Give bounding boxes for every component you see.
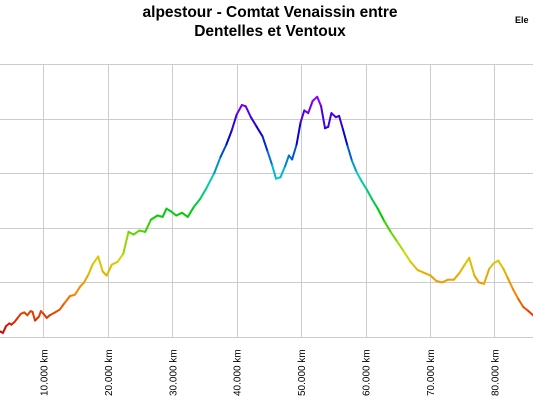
elevation-segment [389, 230, 399, 243]
elevation-segment [279, 165, 286, 179]
x-tick-label: 20.000 km [104, 349, 115, 396]
elevation-segment [351, 159, 358, 173]
elevation-segment [376, 207, 386, 222]
chart-title-line-1: alpestour - Comtat Venaissin entre [142, 4, 398, 21]
elevation-segment [346, 144, 353, 162]
elevation-segment [244, 105, 252, 119]
elevation-segment [266, 150, 274, 166]
elevation-segment [219, 143, 228, 158]
legend-label: Ele [515, 15, 529, 25]
elevation-segment [132, 229, 141, 236]
elevation-segment [91, 258, 98, 266]
elevation-segment [181, 211, 189, 218]
elevation-segment [512, 288, 520, 300]
x-tick-label: 60.000 km [362, 349, 373, 396]
x-tick-label: 30.000 km [168, 349, 179, 396]
elevation-segment [517, 297, 525, 308]
elevation-segment [409, 260, 419, 272]
elevation-segment [429, 274, 438, 282]
elevation-segment [31, 310, 37, 322]
elevation-segment [527, 310, 533, 317]
elevation-segment [416, 269, 426, 274]
elevation-segment [225, 129, 233, 146]
elevation-segment [83, 273, 90, 284]
elevation-segment [483, 267, 491, 285]
elevation-segment [497, 259, 505, 270]
elevation-segment [383, 220, 392, 233]
elevation-segment [170, 210, 178, 217]
elevation-segment [330, 112, 337, 119]
chart-title: alpestour - Comtat Venaissin entre Dente… [60, 3, 480, 41]
chart-title-line-2: Dentelles et Ventoux [194, 23, 346, 40]
elevation-segment [110, 260, 119, 266]
elevation-segment [261, 135, 269, 153]
elevation-segment [320, 105, 326, 130]
elevation-segment [284, 154, 290, 168]
elevation-segment [338, 114, 344, 131]
elevation-segment [192, 198, 201, 209]
elevation-segment [1, 325, 8, 334]
x-tick-label: 40.000 km [233, 349, 244, 396]
elevation-segment [441, 278, 449, 284]
elevation-segment [186, 206, 195, 218]
elevation-segment [87, 263, 94, 276]
elevation-segment [327, 112, 333, 128]
elevation-segment [161, 207, 168, 218]
elevation-segment [307, 99, 314, 115]
elevation-segment [458, 263, 466, 274]
elevation-segment [402, 250, 412, 263]
elevation-segment [463, 256, 471, 266]
elevation-segment [105, 263, 113, 277]
elevation-segment [63, 295, 71, 304]
elevation-segment [365, 188, 373, 201]
elevation-segment [144, 218, 152, 233]
elevation-segment [295, 121, 302, 146]
elevation-segment [468, 256, 476, 277]
elevation-segment [473, 274, 480, 284]
elevation-segment [342, 128, 349, 147]
elevation-segment [423, 271, 432, 277]
elevation-segment [199, 187, 208, 201]
elevation-segment [371, 198, 379, 210]
x-tick-label: 10.000 km [39, 349, 50, 396]
elevation-segment [116, 252, 125, 263]
elevation-segment [360, 180, 368, 191]
elevation-segment [230, 113, 238, 132]
elevation-segment [249, 116, 258, 128]
elevation-segment [502, 267, 509, 280]
elevation-segment [97, 255, 104, 273]
elevation-segment [506, 277, 514, 291]
elevation-segment [235, 104, 243, 116]
elevation-segment [522, 306, 530, 313]
elevation-segment [150, 214, 159, 221]
elevation-segment [122, 230, 130, 255]
elevation-segment [396, 240, 405, 252]
elevation-segment [355, 170, 363, 183]
elevation-segment [175, 211, 183, 217]
elevation-segment [58, 301, 66, 311]
x-tick-label: 70.000 km [426, 349, 437, 396]
elevation-segment [205, 172, 216, 190]
elevation-segment [255, 125, 264, 138]
x-tick-label: 80.000 km [490, 349, 501, 396]
elevation-segment [316, 95, 323, 108]
elevation-segment [299, 109, 306, 124]
elevation-segment [488, 262, 495, 270]
elevation-segment [213, 155, 222, 175]
elevation-segment [291, 143, 298, 161]
x-tick-label: 50.000 km [297, 349, 308, 396]
elevation-segment [452, 271, 461, 281]
elevation-segment [74, 285, 82, 296]
elevation-segment [271, 164, 277, 180]
